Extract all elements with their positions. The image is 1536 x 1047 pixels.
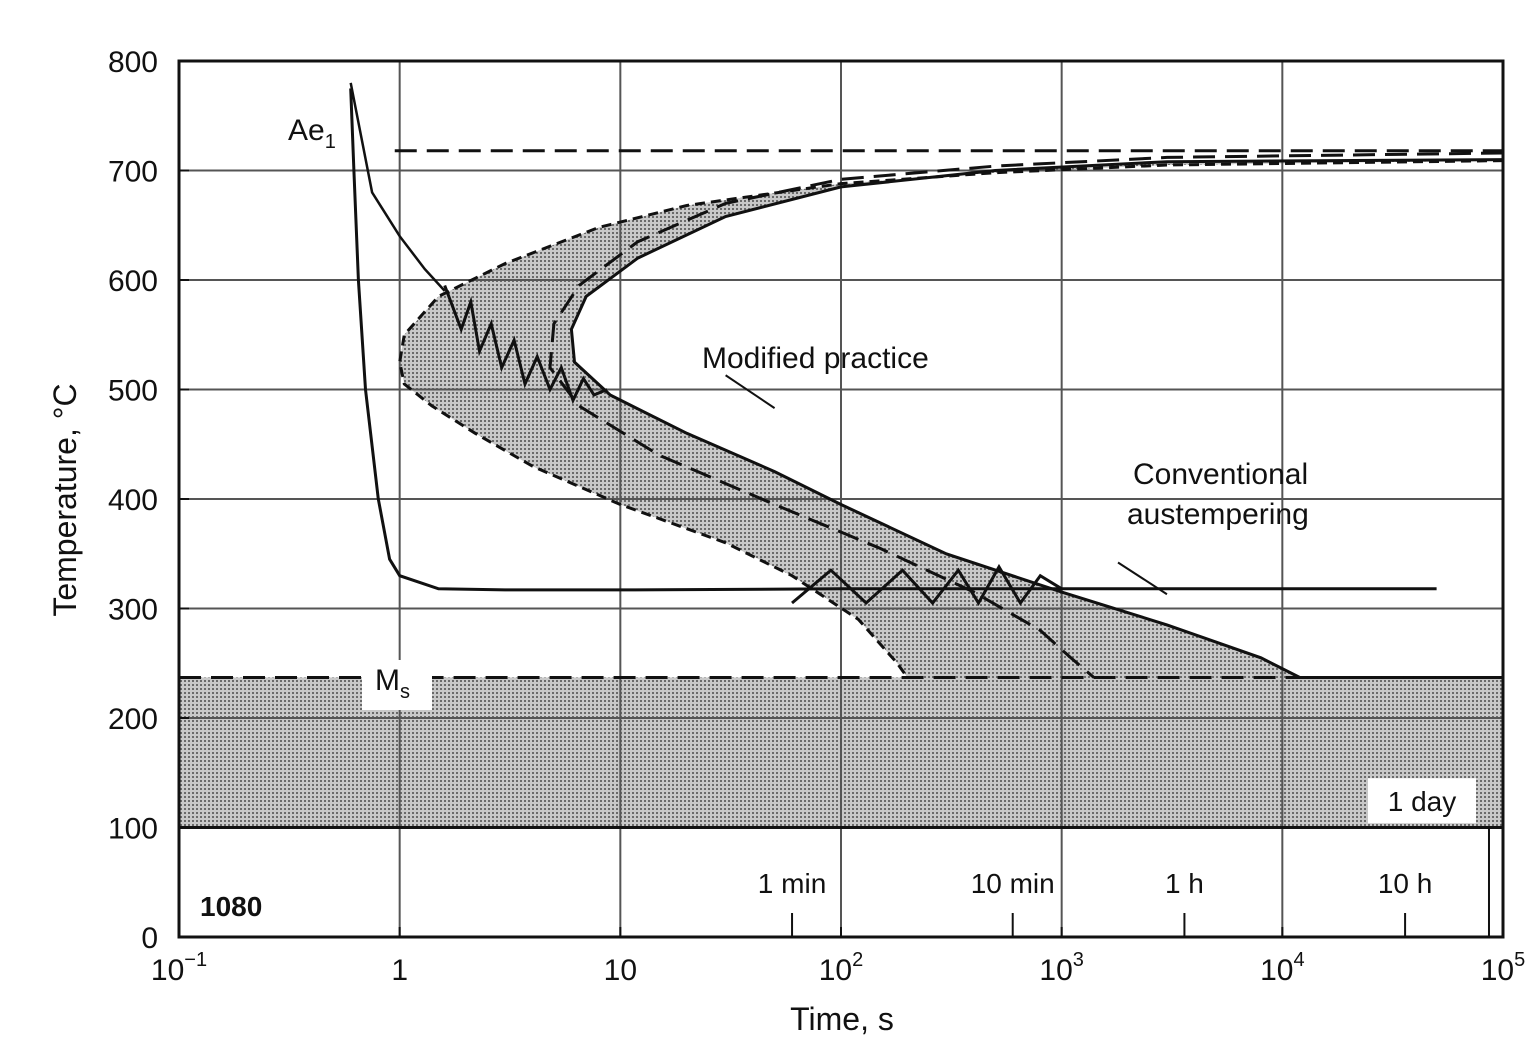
curve-layer	[179, 82, 1504, 829]
y-tick-label: 100	[108, 813, 158, 846]
transformation-band	[399, 159, 1504, 678]
x-tick-label: 1	[391, 954, 408, 987]
y-tick-label: 800	[108, 46, 158, 79]
day-label-bg	[1368, 778, 1476, 824]
time-mark-label: 1 day	[1388, 786, 1457, 817]
conventional-leader-line	[1117, 561, 1168, 596]
ms-label: Ms	[375, 664, 410, 703]
transformation-finish-curve	[569, 158, 1504, 679]
transformation-start-curve	[398, 159, 1504, 679]
time-mark-label: 1 h	[1165, 868, 1204, 899]
y-tick-label: 700	[108, 156, 158, 189]
x-tick-label: 105	[1481, 949, 1526, 987]
time-mark-label: 1 min	[758, 868, 826, 899]
x-tick-label: 103	[1039, 949, 1084, 987]
modified-practice-label: Modified practice	[702, 342, 929, 375]
modified-practice-zigzag	[443, 284, 608, 405]
axis-ticks: 10−1 1 10 102 103 104 105 0 100 200 300 400 500 600 70…	[108, 46, 1525, 987]
conventional-label-line1: Conventional	[1133, 458, 1308, 491]
ms-label-bg	[362, 660, 432, 710]
ae1-cooling-curve	[349, 82, 446, 292]
y-axis-title: Temperature, °C	[47, 383, 83, 616]
x-tick-label: 10	[604, 954, 637, 987]
x-axis-title: Time, s	[790, 1001, 894, 1037]
steel-grade-label: 1080	[200, 891, 262, 922]
x-tick-label: 102	[819, 949, 864, 987]
modified-leader-line	[725, 374, 776, 409]
time-marks: 1 min 10 min 1 h 10 h 1 day	[758, 778, 1490, 937]
time-mark-label: 10 min	[971, 868, 1055, 899]
y-tick-label: 300	[108, 594, 158, 627]
time-mark-label: 10 h	[1378, 868, 1433, 899]
x-tick-label: 10−1	[151, 949, 207, 987]
y-tick-label: 200	[108, 703, 158, 736]
conventional-label-line2: austempering	[1127, 498, 1309, 531]
x-tick-label: 104	[1260, 949, 1305, 987]
grid-lines	[179, 61, 1503, 937]
ae1-label: Ae1	[288, 114, 336, 153]
y-tick-label: 600	[108, 265, 158, 298]
y-tick-label: 0	[141, 922, 158, 955]
y-tick-label: 400	[108, 484, 158, 517]
conventional-zigzag	[791, 563, 1063, 606]
y-tick-label: 500	[108, 375, 158, 408]
quench-path	[349, 88, 1437, 592]
median-curve	[548, 151, 1504, 679]
plot-frame	[177, 59, 1505, 939]
